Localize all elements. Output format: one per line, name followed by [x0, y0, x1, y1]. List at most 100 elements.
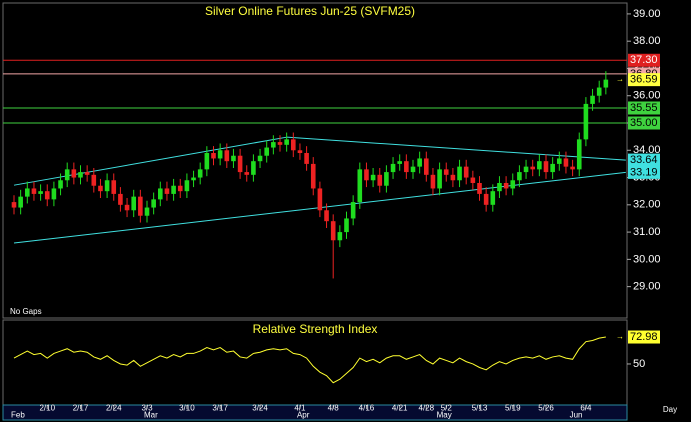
x-tick-label: 2/10	[39, 404, 55, 413]
candle-body	[257, 155, 263, 162]
chart-title: Silver Online Futures Jun-25 (SVFM25)	[205, 4, 415, 18]
x-tick-label: 4/28	[419, 404, 435, 413]
last-rsi-label-box	[628, 330, 660, 344]
candle-body	[124, 204, 130, 211]
candle-body	[603, 79, 609, 88]
candle-body	[337, 232, 343, 241]
candle-body	[477, 183, 482, 194]
level-label: 35.55	[630, 102, 658, 114]
candle-body	[570, 166, 575, 170]
last-price-label: 36.59	[630, 74, 658, 86]
trendline	[13, 136, 287, 186]
last-rsi-label: 72.98	[630, 331, 658, 343]
candle-body	[450, 174, 456, 181]
x-tick-label: 2/24	[106, 404, 122, 413]
candle-body	[231, 155, 236, 162]
candle-body	[463, 166, 469, 178]
y-tick-label: 38.00	[633, 35, 661, 47]
candle-body	[217, 150, 223, 159]
candle-body	[410, 166, 416, 173]
candle-body	[38, 191, 43, 194]
candle-body	[171, 185, 176, 194]
candle-body	[51, 188, 57, 200]
candle-body	[350, 202, 356, 219]
y-tick-label: 31.00	[633, 226, 661, 238]
x-tick-label: 3/17	[212, 404, 228, 413]
candle-body	[291, 139, 296, 151]
x-tick-label: 5/26	[538, 404, 554, 413]
candle-body	[297, 150, 303, 153]
candle-body	[244, 172, 250, 175]
candle-body	[503, 183, 509, 189]
level-label-box	[628, 53, 660, 67]
candle-body	[25, 188, 30, 197]
candle-body	[11, 202, 17, 208]
date-strip	[2, 404, 628, 421]
trendline-label: 33.19	[630, 166, 658, 178]
candle-body	[264, 147, 269, 156]
candle-body	[523, 166, 529, 173]
candle-body	[91, 174, 97, 186]
x-tick-label: 3/3	[141, 404, 153, 413]
candle-body	[443, 169, 449, 175]
candle-body	[430, 174, 436, 189]
x-tick-label: 5/19	[505, 404, 521, 413]
candle-body	[44, 191, 50, 200]
candle-body	[497, 183, 502, 192]
x-tick-label: 4/8	[328, 404, 340, 413]
candle-body	[550, 163, 555, 173]
month-label: Jun	[570, 411, 583, 420]
month-label: May	[437, 411, 452, 420]
candle-body	[457, 166, 462, 181]
candle-body	[310, 163, 316, 189]
trendline-label-box	[628, 165, 660, 179]
candle-body	[251, 161, 256, 175]
candle-body	[377, 174, 383, 186]
y-tick-label: 29.00	[633, 281, 661, 293]
candle-body	[576, 139, 582, 170]
candle-body	[144, 207, 150, 216]
candle-body	[437, 169, 442, 189]
candle-body	[211, 153, 216, 159]
candle-body	[404, 161, 409, 173]
candle-body	[370, 174, 376, 181]
x-tick-label: 4/16	[359, 404, 375, 413]
level-label-box	[628, 101, 660, 115]
y-tick-label: 50	[633, 358, 645, 370]
candle-body	[197, 169, 203, 178]
candle-body	[131, 196, 136, 211]
month-label: Mar	[144, 411, 158, 420]
price-panel	[2, 2, 628, 319]
candle-body	[151, 199, 156, 208]
candle-body	[596, 87, 602, 96]
rsi-line	[13, 336, 606, 384]
x-axis-label: Day	[663, 405, 677, 414]
candle-body	[104, 180, 110, 192]
candle-body	[357, 169, 363, 203]
candle-body	[271, 142, 276, 148]
level-label: 37.30	[630, 54, 658, 66]
month-label: Apr	[297, 411, 310, 420]
last-marker: →	[616, 332, 624, 341]
candle-body	[224, 150, 230, 162]
candle-body	[18, 196, 23, 208]
candle-body	[58, 180, 63, 189]
candle-body	[397, 161, 402, 164]
level-label: 35.00	[630, 117, 658, 129]
trendline-label-box	[628, 153, 660, 167]
candle-body	[31, 188, 37, 194]
candle-body	[84, 172, 90, 175]
candle-body	[543, 161, 549, 173]
candle-body	[490, 191, 496, 205]
candle-body	[317, 188, 323, 211]
candle-body	[71, 169, 77, 178]
candle-body	[78, 172, 83, 178]
last-price-label-box	[628, 73, 660, 87]
level-label-box	[628, 116, 660, 130]
trendline	[286, 136, 626, 161]
candle-body	[390, 163, 396, 173]
y-tick-label: 36.00	[633, 90, 661, 102]
note: No Gaps	[10, 307, 42, 316]
candle-body	[530, 166, 535, 170]
